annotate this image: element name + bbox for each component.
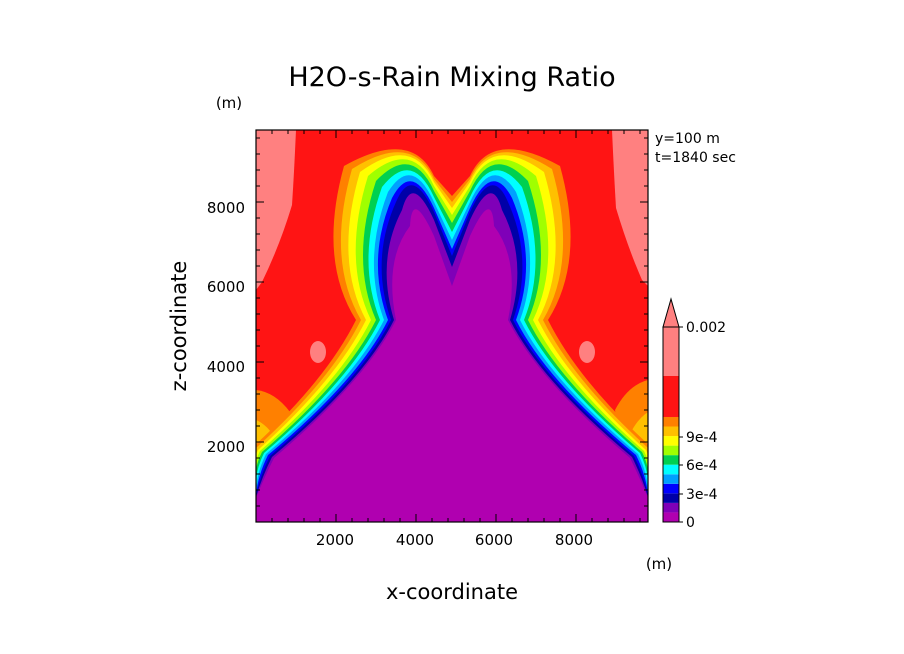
colorbar-label: 0.002: [686, 320, 726, 336]
x-tick-label: 4000: [396, 531, 434, 549]
x-tick-label: 6000: [475, 531, 513, 549]
y-tick-label: 6000: [207, 278, 245, 296]
annotation-y: y=100 m: [655, 131, 720, 147]
colorbar-label: 9e-4: [686, 430, 718, 446]
colorbar-segment: [663, 493, 679, 503]
colorbar-label: 0: [686, 515, 695, 531]
x-tick-label: 8000: [555, 531, 593, 549]
colorbar-segment: [663, 376, 679, 417]
axis-ticks: [256, 130, 648, 522]
colorbar-segment: [663, 483, 679, 494]
colorbar-segment: [663, 445, 679, 456]
colorbar-segment: [663, 436, 679, 446]
contour-band-top-right-patch: [612, 130, 648, 286]
colorbar-segment: [663, 416, 679, 427]
colorbar-label: 3e-4: [686, 487, 718, 503]
y-tick-label: 8000: [207, 199, 245, 217]
x-axis-label: x-coordinate: [386, 580, 518, 604]
y-axis-label: z-coordinate: [167, 261, 191, 392]
y-unit-label: (m): [216, 94, 242, 112]
x-tick-label: 2000: [316, 531, 354, 549]
contour-band-top-left-patch: [256, 130, 296, 290]
colorbar-segment: [663, 474, 679, 484]
plot-frame: [255, 129, 649, 523]
chart-title: H2O-s-Rain Mixing Ratio: [288, 62, 615, 93]
colorbar: [662, 297, 683, 523]
x-unit-label: (m): [646, 555, 672, 573]
contour-band: [256, 209, 648, 522]
colorbar-frame: [662, 326, 680, 523]
colorbar-extension: [662, 297, 680, 328]
colorbar-segment: [663, 426, 679, 437]
colorbar-segment: [663, 512, 679, 522]
y-tick-label: 4000: [207, 358, 245, 376]
contour-spot-right: [579, 341, 595, 363]
colorbar-segment: [663, 464, 679, 475]
colorbar-segment: [663, 502, 679, 513]
contour-field: [256, 130, 648, 522]
colorbar-segment: [663, 455, 679, 465]
annotation-t: t=1840 sec: [655, 150, 736, 166]
contour-spot-left: [310, 341, 326, 363]
colorbar-label: 6e-4: [686, 458, 718, 474]
colorbar-segment: [663, 327, 679, 376]
y-tick-label: 2000: [207, 438, 245, 456]
